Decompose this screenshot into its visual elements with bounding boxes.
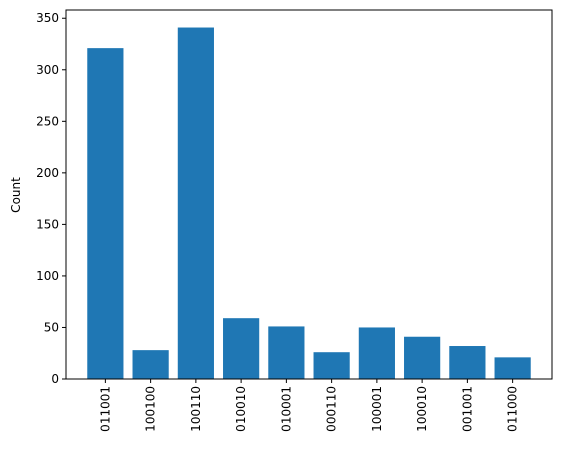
- bar: [268, 326, 305, 379]
- bar: [494, 357, 531, 379]
- x-tick-label: 010001: [279, 386, 293, 432]
- y-tick-label: 150: [36, 217, 59, 231]
- x-tick-label: 001001: [460, 386, 474, 432]
- x-tick-label: 100010: [415, 386, 429, 432]
- bar: [358, 327, 395, 379]
- bar: [223, 318, 260, 379]
- bar: [449, 346, 486, 379]
- bar: [87, 48, 124, 379]
- x-tick-label: 010010: [234, 386, 248, 432]
- y-tick-label: 100: [36, 269, 59, 283]
- x-tick-label: 000110: [325, 386, 339, 432]
- y-tick-label: 0: [51, 372, 59, 386]
- x-tick-label: 011000: [506, 386, 520, 432]
- plot-frame: [65, 9, 553, 380]
- x-tick-label: 100001: [370, 386, 384, 432]
- y-tick-label: 300: [36, 63, 59, 77]
- x-tick-label: 100100: [144, 386, 158, 432]
- x-tick-label: 100110: [189, 386, 203, 432]
- y-tick-label: 50: [44, 320, 59, 334]
- bar: [132, 350, 169, 379]
- y-tick-label: 250: [36, 114, 59, 128]
- x-tick-label: 011001: [98, 386, 112, 432]
- bar: [404, 336, 441, 379]
- bar: [313, 352, 350, 379]
- bar: [177, 27, 214, 380]
- y-tick-label: 200: [36, 166, 59, 180]
- y-axis-label: Count: [9, 177, 23, 213]
- y-tick-label: 350: [36, 11, 59, 25]
